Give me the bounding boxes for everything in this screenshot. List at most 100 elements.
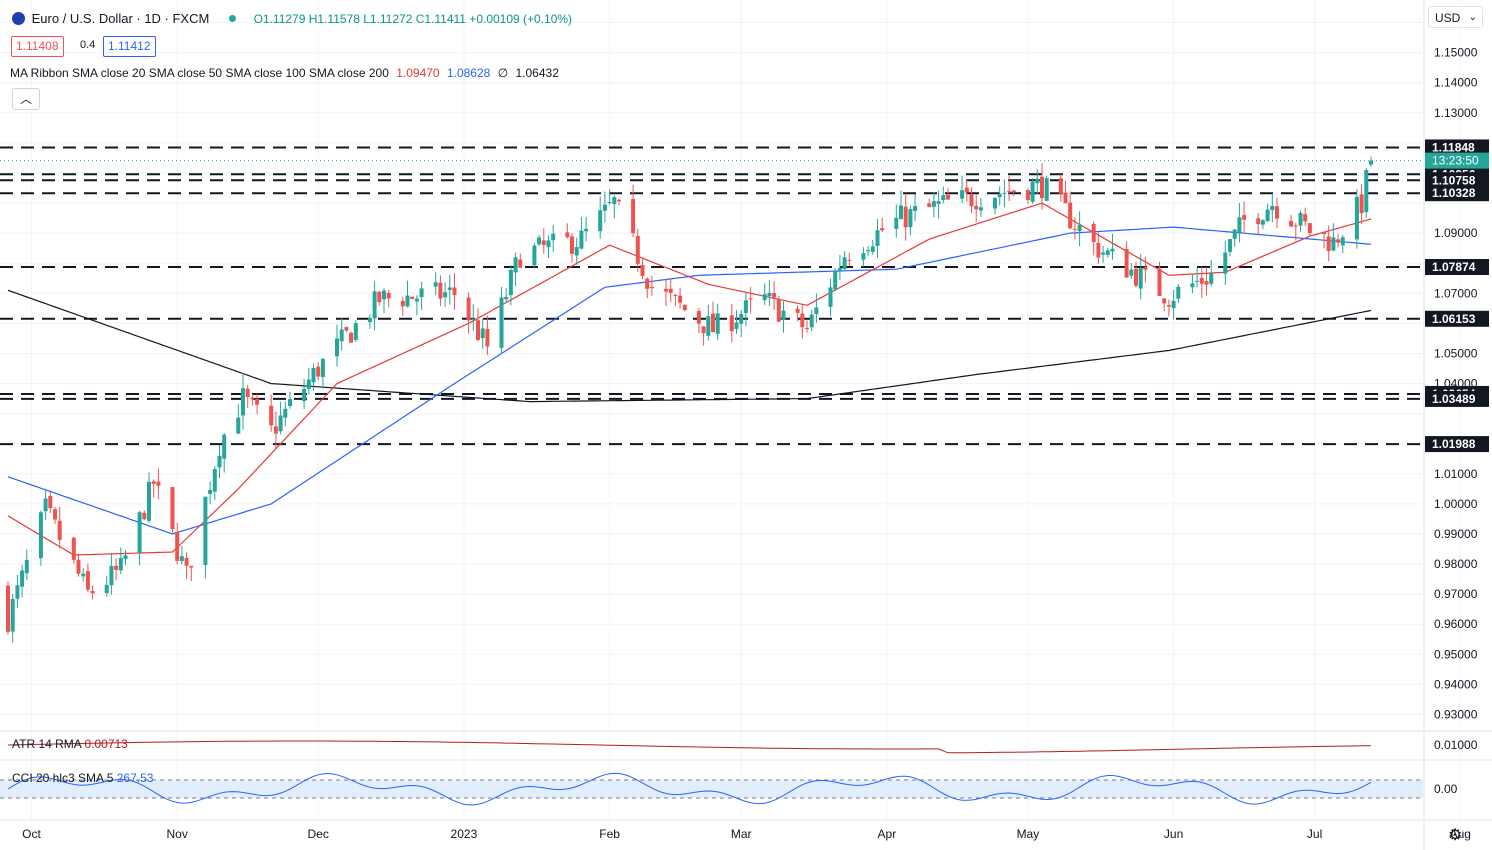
candle	[1129, 263, 1134, 279]
candle	[476, 308, 480, 342]
candle	[57, 506, 62, 549]
candle	[1068, 191, 1073, 230]
candle	[349, 331, 354, 343]
candle-body	[433, 282, 438, 287]
candle	[250, 394, 255, 406]
candle-body	[217, 455, 222, 468]
candle	[48, 490, 53, 514]
candle-body	[908, 209, 913, 228]
candle	[1011, 189, 1016, 197]
candle	[842, 251, 847, 271]
cci-value: 267.53	[117, 771, 154, 785]
candle	[899, 190, 903, 220]
candle	[410, 296, 415, 300]
candle-body	[664, 288, 668, 292]
candle-body	[504, 297, 509, 300]
price-axis[interactable]: 1.160001.150001.140001.130001.090001.070…	[1425, 16, 1489, 796]
candle-body	[1298, 212, 1303, 226]
time-tick-label: Aug	[1450, 827, 1471, 841]
candle	[1354, 189, 1359, 249]
candle-body	[90, 590, 95, 594]
candle-body	[1326, 236, 1331, 251]
cci-tick-label: 0.00	[1434, 782, 1458, 796]
candle-body	[541, 240, 546, 245]
candle-body	[1157, 268, 1162, 297]
candle-body	[85, 571, 90, 590]
candle	[946, 188, 950, 200]
candle-body	[748, 298, 753, 300]
ma-ribbon-legend[interactable]: MA Ribbon SMA close 20 SMA close 50 SMA …	[10, 66, 559, 80]
price-tick-label: 0.98000	[1434, 557, 1478, 571]
candle-body	[1134, 268, 1138, 286]
candle-body	[1040, 176, 1044, 199]
candle	[1105, 247, 1110, 258]
candle-body	[870, 246, 875, 252]
candle	[696, 308, 701, 334]
candle	[302, 378, 307, 409]
buy-price[interactable]: 1.11412	[103, 36, 156, 57]
candle	[43, 488, 48, 520]
currency-selector[interactable]: USD ⌄	[1428, 6, 1483, 28]
candle-body	[288, 399, 292, 407]
candle	[1270, 193, 1275, 223]
candle	[1096, 232, 1101, 264]
candle-body	[147, 481, 151, 521]
candle-body	[1228, 239, 1232, 252]
candle-body	[941, 195, 946, 201]
candle	[772, 281, 777, 310]
candle	[1256, 212, 1261, 235]
candle-body	[222, 434, 227, 459]
candle	[170, 486, 175, 533]
candle-body	[640, 264, 645, 276]
level-price-tag	[1425, 139, 1489, 156]
candle-body	[1209, 273, 1214, 284]
candle-body	[574, 247, 579, 256]
symbol-header[interactable]: Euro / U.S. Dollar · 1D · FXCM O1.11279 …	[12, 11, 572, 26]
sell-price[interactable]: 1.11408	[11, 36, 64, 57]
candle	[179, 545, 184, 565]
candle	[344, 326, 349, 333]
candle-body	[466, 297, 471, 321]
candle-body	[43, 498, 48, 512]
candle-body	[353, 323, 358, 340]
gear-icon[interactable]: ⚙	[1448, 827, 1463, 844]
spread-value: 0.4	[80, 39, 96, 51]
collapse-legend-button[interactable]: ︿	[12, 88, 40, 110]
candle	[908, 205, 913, 236]
candle-body	[781, 310, 786, 320]
candle	[1293, 222, 1298, 241]
candle	[1369, 156, 1373, 167]
price-tick-label: 1.15000	[1434, 46, 1478, 60]
chevron-down-icon: ⌄	[1468, 12, 1477, 23]
candle	[81, 568, 86, 582]
candle	[565, 223, 570, 239]
candle	[20, 564, 25, 598]
candle-body	[184, 557, 189, 566]
candle-body	[880, 228, 885, 231]
candle	[734, 310, 739, 334]
candle	[635, 229, 640, 273]
candle-body	[476, 320, 480, 340]
candle	[607, 189, 612, 206]
candle-body	[1307, 223, 1312, 234]
time-tick-label: Feb	[599, 827, 620, 841]
candle	[339, 318, 344, 351]
candle	[1091, 221, 1096, 256]
candle	[217, 445, 222, 479]
candle-body	[212, 468, 217, 492]
candle-body	[438, 282, 443, 299]
candle	[353, 320, 358, 342]
candle	[1275, 197, 1279, 229]
candle-body	[485, 328, 490, 347]
candle-body	[1171, 300, 1176, 309]
candle	[452, 273, 457, 310]
candle-body	[1359, 194, 1364, 214]
candle-body	[1063, 192, 1068, 204]
candle-body	[602, 204, 607, 211]
candle-body	[410, 296, 415, 300]
time-axis[interactable]: Oct Nov Dec 2023 Feb Mar Apr May Jun Jul Aug	[22, 827, 1471, 841]
atr-value: 0.00713	[84, 737, 128, 751]
cci-line	[7, 772, 1372, 806]
